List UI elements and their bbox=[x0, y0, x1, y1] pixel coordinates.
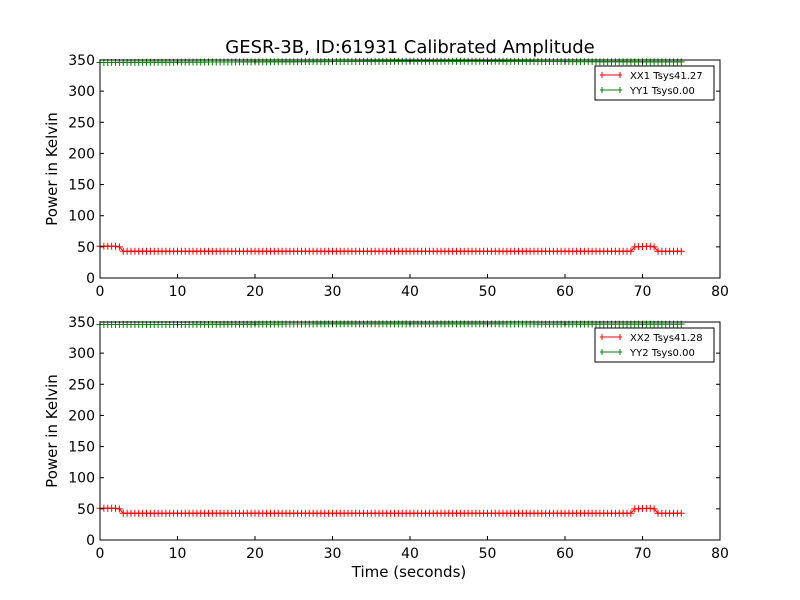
plot-panel-2: 0 10 20 30 40 50 60 70 80 0 50 100 150 200 250 300 350 Po… bbox=[43, 315, 729, 581]
y-tick-label: 100 bbox=[68, 471, 95, 487]
data-point bbox=[646, 242, 654, 250]
series-2-1 bbox=[96, 504, 685, 517]
legend-label: XX2 Tsys41.28 bbox=[630, 333, 703, 344]
data-point bbox=[112, 242, 119, 250]
x-tick-label: 80 bbox=[711, 284, 729, 300]
legend-box bbox=[594, 327, 715, 363]
legend-label: XX1 Tsys41.27 bbox=[630, 71, 703, 82]
y-tick-label: 200 bbox=[68, 408, 95, 424]
y-axis-label: Power in Kelvin bbox=[43, 374, 61, 488]
y-axis-label: Power in Kelvin bbox=[43, 112, 61, 226]
data-point bbox=[115, 505, 123, 513]
y-tick-label: 50 bbox=[77, 502, 95, 518]
y-tick-label: 300 bbox=[68, 346, 95, 362]
x-tick-label: 70 bbox=[634, 284, 652, 300]
x-tick-label: 50 bbox=[479, 284, 497, 300]
y-tick-label: 150 bbox=[68, 440, 95, 456]
legend-label: YY2 Tsys0.00 bbox=[629, 348, 695, 359]
legend-item: XX2 Tsys41.28 bbox=[600, 333, 703, 344]
legend-swatch-marker bbox=[601, 334, 621, 340]
y-tick-label: 50 bbox=[77, 240, 95, 256]
x-tick-label: 60 bbox=[556, 546, 574, 562]
x-tick-label: 30 bbox=[324, 284, 342, 300]
y-tick-label: 250 bbox=[68, 115, 95, 131]
y-tick-label: 250 bbox=[68, 377, 95, 393]
legend-item: XX1 Tsys41.27 bbox=[600, 71, 703, 82]
y-tick-label: 300 bbox=[68, 84, 95, 100]
data-point bbox=[627, 509, 635, 517]
legend: XX2 Tsys41.28 YY2 Tsys0.00 bbox=[594, 327, 715, 363]
y-tick-label: 200 bbox=[68, 146, 95, 162]
x-tick-label: 0 bbox=[96, 546, 105, 562]
x-tick-label: 40 bbox=[401, 546, 419, 562]
data-point bbox=[677, 247, 685, 255]
legend: XX1 Tsys41.27 YY1 Tsys0.00 bbox=[594, 65, 715, 101]
x-tick-label: 20 bbox=[246, 284, 264, 300]
y-tick-label: 150 bbox=[68, 178, 95, 194]
data-point bbox=[650, 505, 658, 513]
data-point bbox=[115, 243, 123, 251]
data-point bbox=[112, 504, 119, 512]
legend-item: YY1 Tsys0.00 bbox=[600, 86, 695, 97]
x-axis-label: Time (seconds) bbox=[351, 563, 467, 581]
y-tick-label: 100 bbox=[68, 209, 95, 225]
legend-swatch-marker bbox=[601, 349, 621, 355]
chart-title: GESR-3B, ID:61931 Calibrated Amplitude bbox=[225, 37, 594, 58]
x-tick-label: 80 bbox=[711, 546, 729, 562]
plot-panel-1: 0 10 20 30 40 50 60 70 80 0 50 100 150 200 250 300 350 Po… bbox=[43, 53, 729, 300]
x-tick-label: 40 bbox=[401, 284, 419, 300]
y-tick-label: 350 bbox=[68, 315, 95, 331]
x-tick-label: 30 bbox=[324, 546, 342, 562]
legend-label: YY1 Tsys0.00 bbox=[629, 86, 695, 97]
legend-swatch-marker bbox=[601, 87, 621, 93]
x-tick-label: 10 bbox=[169, 284, 187, 300]
x-tick-label: 50 bbox=[479, 546, 497, 562]
data-point bbox=[646, 504, 654, 512]
x-tick-label: 60 bbox=[556, 284, 574, 300]
data-point bbox=[677, 509, 685, 517]
plots: 0 10 20 30 40 50 60 70 80050100150200250300350Po… bbox=[43, 53, 729, 581]
x-tick-label: 20 bbox=[246, 546, 264, 562]
y-tick-label: 350 bbox=[68, 53, 95, 69]
x-tick-label: 0 bbox=[96, 284, 105, 300]
legend-swatch-marker bbox=[601, 72, 621, 78]
x-tick-label: 70 bbox=[634, 546, 652, 562]
y-tick-label: 0 bbox=[86, 271, 95, 287]
legend-item: YY2 Tsys0.00 bbox=[600, 348, 695, 359]
x-tick-label: 10 bbox=[169, 546, 187, 562]
data-point bbox=[627, 247, 635, 255]
legend-box bbox=[594, 65, 715, 101]
series-1-1 bbox=[96, 242, 685, 255]
data-point bbox=[650, 243, 658, 251]
y-tick-label: 0 bbox=[86, 533, 95, 549]
